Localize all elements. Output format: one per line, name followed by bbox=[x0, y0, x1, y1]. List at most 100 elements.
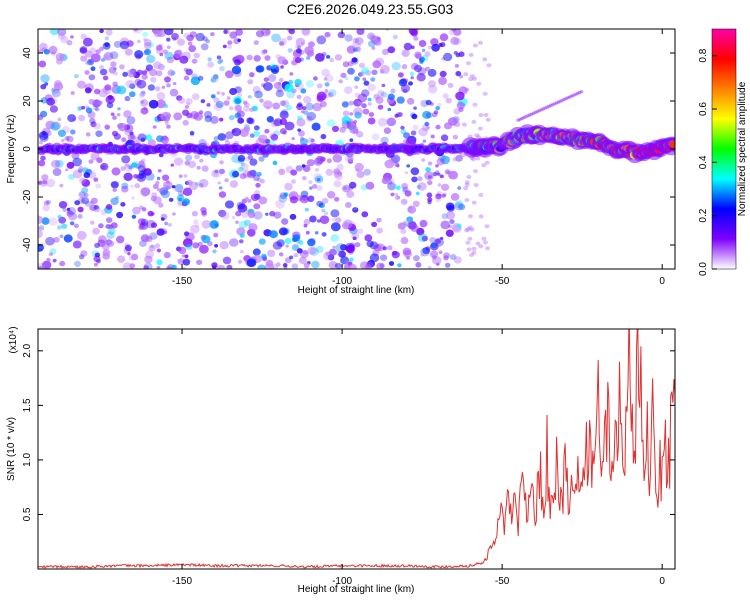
noise-speckle bbox=[167, 223, 172, 227]
noise-speckle bbox=[216, 55, 222, 60]
noise-speckle bbox=[132, 160, 141, 169]
noise-speckle bbox=[194, 154, 200, 160]
noise-speckle bbox=[182, 238, 193, 248]
noise-speckle bbox=[141, 70, 148, 76]
noise-speckle bbox=[237, 117, 245, 124]
noise-speckle bbox=[305, 102, 314, 111]
noise-speckle bbox=[106, 217, 113, 224]
noise-speckle bbox=[246, 117, 254, 124]
noise-speckle bbox=[297, 115, 303, 121]
noise-speckle bbox=[118, 123, 128, 132]
noise-speckle bbox=[93, 122, 101, 130]
noise-speckle bbox=[261, 253, 267, 259]
noise-speckle bbox=[471, 250, 477, 255]
noise-speckle bbox=[396, 96, 405, 104]
noise-speckle bbox=[102, 250, 109, 257]
noise-speckle bbox=[227, 40, 233, 45]
noise-speckle bbox=[70, 35, 74, 39]
noise-speckle bbox=[207, 61, 215, 68]
noise-speckle bbox=[258, 196, 268, 205]
noise-speckle bbox=[410, 130, 417, 136]
noise-speckle bbox=[150, 222, 158, 228]
noise-speckle bbox=[121, 137, 127, 143]
noise-speckle bbox=[90, 200, 94, 205]
noise-speckle bbox=[152, 125, 157, 129]
noise-speckle bbox=[443, 252, 451, 259]
noise-speckle bbox=[191, 58, 198, 64]
noise-speckle bbox=[324, 89, 329, 93]
noise-speckle bbox=[99, 68, 108, 76]
noise-speckle bbox=[179, 55, 189, 64]
noise-speckle bbox=[472, 43, 478, 48]
noise-speckle bbox=[126, 40, 134, 47]
noise-speckle bbox=[150, 195, 157, 202]
noise-speckle bbox=[182, 187, 193, 196]
noise-speckle bbox=[156, 135, 164, 143]
noise-speckle bbox=[90, 53, 101, 63]
noise-speckle bbox=[131, 162, 138, 168]
noise-speckle bbox=[286, 35, 293, 41]
noise-speckle bbox=[166, 37, 171, 42]
noise-speckle bbox=[77, 197, 85, 204]
noise-speckle bbox=[375, 96, 384, 104]
noise-speckle bbox=[158, 202, 164, 208]
noise-speckle bbox=[120, 166, 126, 172]
noise-speckle bbox=[235, 220, 239, 224]
noise-speckle bbox=[352, 236, 357, 241]
noise-speckle bbox=[177, 258, 183, 264]
noise-speckle bbox=[456, 223, 462, 228]
noise-speckle bbox=[439, 174, 444, 179]
noise-speckle bbox=[88, 98, 95, 105]
noise-speckle bbox=[401, 183, 408, 190]
noise-speckle bbox=[260, 49, 267, 55]
noise-speckle bbox=[229, 106, 234, 111]
noise-speckle bbox=[412, 200, 420, 207]
noise-speckle bbox=[222, 256, 232, 265]
noise-speckle bbox=[404, 190, 412, 197]
noise-speckle bbox=[160, 189, 170, 199]
noise-speckle bbox=[224, 137, 229, 142]
noise-speckle bbox=[308, 41, 315, 48]
noise-speckle bbox=[143, 106, 148, 111]
noise-speckle bbox=[140, 137, 146, 142]
noise-speckle bbox=[453, 51, 458, 55]
noise-speckle bbox=[219, 160, 224, 165]
noise-speckle bbox=[41, 217, 50, 225]
snr-y-multiplier: (x10⁴) bbox=[8, 326, 19, 353]
noise-speckle bbox=[435, 106, 441, 111]
noise-speckle bbox=[148, 42, 154, 48]
noise-speckle bbox=[211, 170, 220, 178]
noise-speckle bbox=[258, 134, 268, 144]
noise-speckle bbox=[121, 185, 129, 193]
noise-speckle bbox=[398, 72, 404, 78]
noise-speckle bbox=[415, 262, 422, 268]
noise-speckle bbox=[57, 32, 66, 40]
noise-speckle bbox=[174, 184, 184, 193]
noise-speckle bbox=[352, 207, 359, 213]
noise-speckle bbox=[439, 33, 449, 42]
noise-speckle bbox=[218, 191, 227, 198]
noise-speckle bbox=[171, 185, 176, 189]
noise-speckle bbox=[422, 110, 431, 119]
noise-speckle bbox=[347, 157, 354, 163]
noise-speckle bbox=[70, 129, 76, 135]
noise-speckle bbox=[110, 112, 115, 116]
noise-speckle bbox=[447, 82, 454, 89]
noise-speckle bbox=[364, 264, 372, 269]
noise-speckle bbox=[360, 184, 368, 191]
noise-speckle bbox=[42, 179, 48, 185]
noise-speckle bbox=[72, 157, 82, 167]
noise-speckle bbox=[136, 69, 143, 76]
snr-y-axis-label: SNR (10 * v/v) bbox=[6, 417, 17, 481]
noise-speckle bbox=[247, 211, 255, 219]
noise-speckle bbox=[219, 241, 229, 250]
noise-speckle bbox=[338, 250, 346, 258]
noise-speckle bbox=[269, 63, 277, 70]
noise-speckle bbox=[279, 100, 286, 106]
noise-speckle bbox=[349, 126, 354, 130]
noise-speckle bbox=[431, 43, 440, 52]
noise-speckle bbox=[475, 156, 481, 161]
noise-speckle bbox=[273, 82, 282, 89]
noise-speckle bbox=[431, 112, 438, 118]
noise-speckle bbox=[263, 100, 273, 109]
